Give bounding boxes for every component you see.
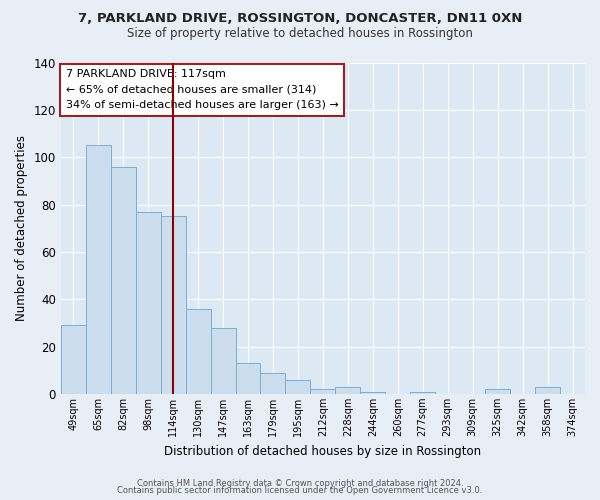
Text: Size of property relative to detached houses in Rossington: Size of property relative to detached ho…	[127, 28, 473, 40]
Bar	[361, 392, 385, 394]
Bar	[286, 380, 310, 394]
Bar	[260, 372, 286, 394]
Y-axis label: Number of detached properties: Number of detached properties	[15, 135, 28, 321]
Text: 7 PARKLAND DRIVE: 117sqm
← 65% of detached houses are smaller (314)
34% of semi-: 7 PARKLAND DRIVE: 117sqm ← 65% of detach…	[66, 69, 339, 110]
Text: Contains HM Land Registry data © Crown copyright and database right 2024.: Contains HM Land Registry data © Crown c…	[137, 478, 463, 488]
Bar	[185, 308, 211, 394]
Bar	[211, 328, 236, 394]
Bar	[485, 389, 510, 394]
Bar	[236, 363, 260, 394]
Bar	[310, 389, 335, 394]
Bar	[410, 392, 435, 394]
Text: 7, PARKLAND DRIVE, ROSSINGTON, DONCASTER, DN11 0XN: 7, PARKLAND DRIVE, ROSSINGTON, DONCASTER…	[78, 12, 522, 26]
Bar	[335, 387, 361, 394]
Bar	[136, 212, 161, 394]
Bar	[111, 166, 136, 394]
Bar	[61, 325, 86, 394]
Bar	[161, 216, 185, 394]
Bar	[535, 387, 560, 394]
Text: Contains public sector information licensed under the Open Government Licence v3: Contains public sector information licen…	[118, 486, 482, 495]
Bar	[86, 146, 111, 394]
X-axis label: Distribution of detached houses by size in Rossington: Distribution of detached houses by size …	[164, 444, 481, 458]
